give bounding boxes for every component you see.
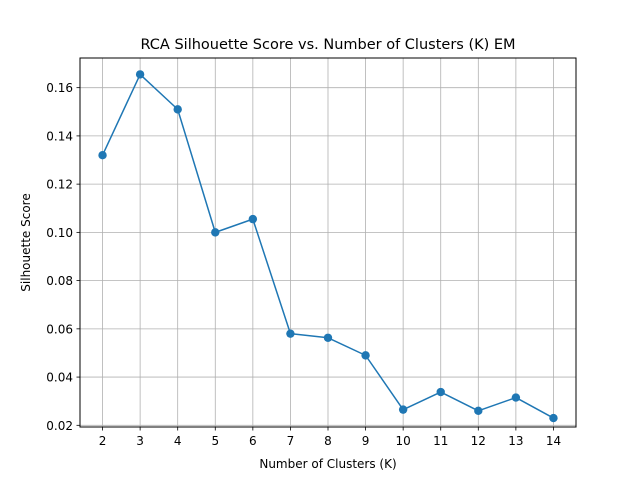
data-point [211,228,220,237]
chart-title: RCA Silhouette Score vs. Number of Clust… [140,37,515,53]
x-tick-label: 11 [433,434,448,448]
x-tick-label: 3 [136,434,144,448]
data-point [135,70,145,79]
x-axis-label: Number of Clusters (K) [259,457,396,471]
y-tick-label: 0.08 [46,274,73,288]
data-point [323,333,333,342]
y-tick-label: 0.14 [46,129,73,143]
data-point [398,405,408,414]
series-layer [98,70,558,423]
data-point [549,413,558,423]
x-tick-label: 7 [287,434,295,448]
y-tick-label: 0.12 [46,178,73,192]
data-point [98,150,107,160]
x-tick-label: 13 [508,434,523,448]
x-tick-label: 4 [174,434,182,448]
x-tick-label: 5 [211,434,219,448]
grid [80,58,576,427]
data-point [474,406,483,416]
y-tick-label: 0.10 [46,226,73,240]
data-point [286,329,295,338]
data-point [173,105,182,114]
x-tick-label: 2 [99,434,107,448]
x-tick-label: 6 [249,434,257,448]
y-tick-label: 0.16 [46,81,73,95]
x-tick-label: 8 [324,434,332,448]
data-point [361,351,370,360]
data-point [436,387,445,397]
data-point [511,393,521,402]
x-tick-label: 9 [362,434,370,448]
y-axis-label: Silhouette Score [19,193,33,291]
x-tick-label: 12 [471,434,486,448]
y-tick-label: 0.04 [46,371,73,385]
ticks: 2 3 4 5 6 7 8 9 10 11 12 13 14 0.02 0.04 0.06 0.08 0.10 0.… [46,81,561,448]
y-tick-label: 0.06 [46,322,73,336]
x-tick-label: 10 [396,434,411,448]
x-tick-label: 14 [546,434,561,448]
y-tick-label: 0.02 [46,419,73,433]
data-point [248,214,258,224]
